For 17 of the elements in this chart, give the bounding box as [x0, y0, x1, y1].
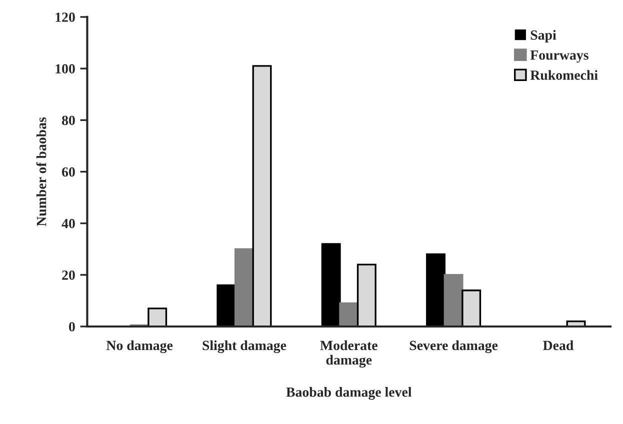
y-tick-label: 80 [62, 116, 75, 126]
y-tick-label: 60 [62, 167, 75, 177]
x-tick-label: No damage [106, 340, 173, 354]
x-tick-label: Moderate damage [320, 340, 378, 368]
legend-label: Fourways [530, 50, 588, 63]
x-tick-label: Dead [543, 340, 574, 350]
y-tick-label: 20 [62, 270, 75, 280]
legend-label: Sapi [530, 30, 556, 43]
y-tick-label: 0 [69, 322, 75, 332]
legend-label: Rukomechi [530, 70, 598, 80]
y-tick-label: 40 [62, 218, 75, 228]
x-tick-label: Severe damage [410, 340, 498, 354]
y-tick-label: 100 [56, 64, 75, 74]
y-tick-label: 120 [56, 12, 75, 22]
y-axis-title: Number of baobas [36, 117, 46, 226]
x-axis-title: Baobab damage level [286, 387, 412, 400]
x-tick-label: Slight damage [202, 340, 286, 354]
